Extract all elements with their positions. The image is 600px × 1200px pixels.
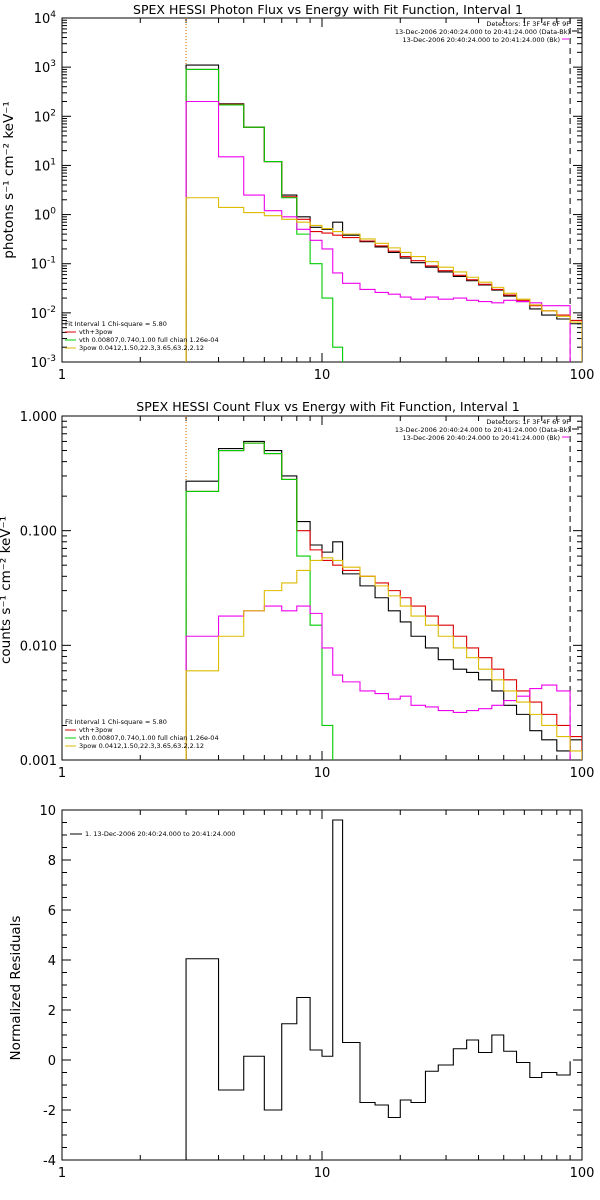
x-tick-label: 10	[314, 766, 331, 781]
y-tick-label: -2	[43, 1104, 56, 1119]
y-tick-label: 104	[34, 10, 57, 27]
histogram-series-5	[185, 197, 582, 362]
histogram-series-5	[185, 557, 582, 760]
x-tick-label: 100	[570, 1166, 595, 1181]
header-line-3: 13-Dec-2006 20:40:24.000 to 20:41:24.000…	[403, 36, 561, 44]
legend-entry: vth 0.00807,0.740,1.00 full chian 1.26e-…	[79, 336, 219, 344]
residuals-panel: Normalized Residuals 1 10 100 -4 -2 0 2 4 6 8 10 1.…	[8, 804, 594, 1181]
x-tick-label: 1	[58, 1166, 66, 1181]
header-line-3: 13-Dec-2006 20:40:24.000 to 20:41:24.000…	[403, 434, 561, 442]
header-line-1: Detectors: 1F 3F 4F 6F 9F	[486, 20, 570, 28]
histogram-series-2	[185, 68, 582, 362]
y-tick-label: 0.001	[20, 754, 57, 769]
histogram-series-2	[185, 442, 582, 760]
header-line-2: 13-Dec-2006 20:40:24.000 to 20:41:24.000…	[395, 28, 570, 36]
panel3-y-axis-label: Normalized Residuals	[8, 916, 24, 1061]
panel2-plot-area: 1 10 100 0.001 0.010 0.100 1.000 Detectors: 1F …	[20, 410, 595, 781]
panel1-plot-area: 1 10 100 10-3 10-2 10-1 100 101 102 103 104 Detecto…	[30, 10, 595, 383]
y-tick-label: 4	[48, 954, 56, 969]
y-tick-label: 102	[34, 108, 56, 125]
legend-entry: vth+3pow	[79, 726, 113, 734]
panel2-title: SPEX HESSI Count Flux vs Energy with Fit…	[136, 399, 519, 414]
histogram-series-1	[185, 440, 582, 760]
y-tick-label: -4	[43, 1154, 56, 1169]
y-tick-label: 10-1	[30, 256, 56, 273]
legend-entry: 1. 13-Dec-2006 20:40:24.000 to 20:41:24.…	[85, 830, 235, 838]
y-tick-label: 100	[34, 207, 57, 224]
plot-frame	[61, 809, 583, 1161]
y-tick-label: 6	[48, 904, 56, 919]
count-flux-panel: SPEX HESSI Count Flux vs Energy with Fit…	[0, 399, 595, 781]
histogram-series-4	[185, 100, 571, 362]
header-line-2: 13-Dec-2006 20:40:24.000 to 20:41:24.000…	[395, 426, 570, 434]
legend-header: Fit Interval 1 Chi-square = 5.80	[65, 320, 167, 328]
photon-flux-panel: SPEX HESSI Photon Flux vs Energy with Fi…	[1, 2, 595, 383]
x-tick-label: 1	[58, 368, 66, 383]
y-tick-label: 10-3	[30, 354, 56, 371]
y-tick-label: 10-2	[30, 305, 56, 322]
y-tick-label: 1.000	[20, 410, 57, 425]
y-tick-label: 2	[48, 1004, 56, 1019]
panel1-title: SPEX HESSI Photon Flux vs Energy with Fi…	[133, 2, 523, 17]
plot-frame	[61, 17, 583, 363]
legend-entry: vth 0.00807,0.740,1.00 full chian 1.26e-…	[79, 734, 219, 742]
histogram-series-4	[185, 605, 571, 760]
y-tick-label: 8	[48, 854, 56, 869]
panel1-y-axis-label: photons s⁻¹ cm⁻² keV⁻¹	[1, 101, 17, 259]
series-group	[185, 819, 571, 1160]
panel3-plot-area: 1 10 100 -4 -2 0 2 4 6 8 10 1. 13-Dec-2006 20:40:24…	[39, 804, 594, 1181]
legend-entry: 3pow 0.0412,1.50,22.3,3.65,63.2,2.12	[79, 344, 204, 352]
legend-entry: 3pow 0.0412,1.50,22.3,3.65,63.2,2.12	[79, 742, 204, 750]
histogram-series-3	[185, 442, 334, 760]
y-tick-label: 10	[39, 804, 56, 819]
histogram-series-3	[185, 68, 344, 362]
series-group	[185, 440, 582, 760]
y-tick-label: 101	[34, 157, 56, 174]
y-tick-label: 0.100	[20, 525, 57, 540]
header-line-1: Detectors: 1F 3F 4F 6F 9F	[486, 418, 570, 426]
histogram-series-1	[185, 64, 582, 362]
series-group	[185, 64, 582, 362]
x-tick-label: 10	[314, 368, 331, 383]
x-tick-label: 100	[570, 766, 595, 781]
x-tick-label: 10	[314, 1166, 331, 1181]
histogram-series-1	[185, 819, 571, 1160]
y-tick-label: 103	[34, 59, 56, 76]
panel2-y-axis-label: counts s⁻¹ cm⁻² keV⁻¹	[0, 516, 14, 664]
x-tick-label: 1	[58, 766, 66, 781]
y-tick-label: 0	[48, 1054, 56, 1069]
y-tick-label: 0.010	[20, 639, 57, 654]
x-tick-label: 100	[570, 368, 595, 383]
legend-entry: vth+3pow	[79, 328, 113, 336]
legend-header: Fit Interval 1 Chi-square = 5.80	[65, 718, 167, 726]
